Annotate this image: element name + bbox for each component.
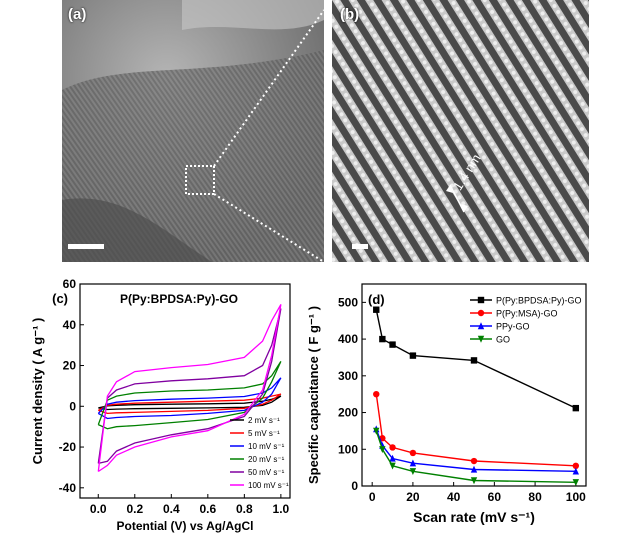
scale-bar-b: [352, 244, 368, 249]
cv-series-line: [98, 395, 282, 411]
y-tick-label: 500: [338, 295, 358, 309]
legend-label: GO: [496, 335, 510, 345]
x-tick-label: 0.4: [163, 502, 180, 516]
data-point: [572, 462, 580, 469]
data-point: [477, 296, 485, 304]
x-tick-label: 20: [406, 490, 420, 504]
scale-bar-a: [68, 244, 104, 249]
data-point: [572, 467, 580, 475]
legend-label: 100 mV s⁻¹: [248, 481, 289, 490]
zoom-connector-bottom: [213, 193, 324, 262]
tem-image-a-graphic: [62, 0, 324, 262]
data-point: [572, 479, 580, 487]
data-point: [409, 352, 417, 359]
panel-label-d: (d): [368, 292, 385, 307]
data-point: [373, 306, 380, 313]
tem-image-low-mag: (a): [62, 0, 324, 262]
x-tick-label: 0.0: [90, 502, 107, 516]
plot-frame: [79, 283, 291, 499]
data-point: [389, 454, 396, 462]
legend-label: P(Py:MSA)-GO: [496, 309, 558, 319]
y-tick-label: 300: [338, 369, 358, 383]
data-point: [389, 341, 396, 348]
x-tick-label: 0.6: [199, 502, 216, 516]
y-tick-label: 200: [338, 406, 358, 420]
x-tick-label: 1.0: [273, 502, 290, 516]
data-point: [389, 462, 396, 470]
data-point: [373, 390, 380, 398]
tem-image-high-mag: (b) 1.4 nm: [332, 0, 589, 262]
zoom-connector-top: [213, 9, 324, 167]
x-tick-label: 80: [528, 490, 542, 504]
x-tick-label: 0.8: [236, 502, 253, 516]
data-point: [470, 457, 478, 465]
x-tick-label: 0: [369, 490, 376, 504]
panel-label-b: (b): [340, 6, 360, 23]
legend-label: 10 mV s⁻¹: [248, 442, 285, 451]
legend-label: 2 mV s⁻¹: [248, 416, 280, 425]
legend-label: 20 mV s⁻¹: [248, 455, 285, 464]
chart-title: P(Py:BPDSA:Py)-GO: [120, 292, 238, 306]
cv-series-line: [97, 308, 282, 465]
data-point: [409, 459, 417, 467]
plot-frame: [361, 283, 587, 487]
y-tick-label: 60: [63, 277, 77, 291]
spacing-arrow: [449, 184, 465, 213]
data-point: [409, 468, 417, 476]
data-point: [477, 322, 485, 330]
cv-series-line: [97, 361, 282, 430]
series-line: [375, 394, 576, 467]
data-point: [409, 449, 417, 457]
x-tick-label: 0.2: [126, 502, 143, 516]
y-tick-label: -40: [59, 481, 77, 495]
legend-label: P(Py:BPDSA:Py)-GO: [496, 296, 582, 306]
data-point: [572, 404, 580, 412]
y-tick-label: 0: [69, 399, 76, 413]
data-point: [379, 335, 386, 343]
spacing-arrowhead-bottom: [461, 204, 468, 212]
cv-chart: 0.0 0.2 0.4 0.6 0.8 1.0 -40 -20 0 20 40 60 Potential…: [30, 277, 291, 533]
capacitance-chart: 0 20 40 60 80 100 0 100 200 300 400 500 Scan rate (m…: [306, 283, 587, 525]
tem-image-b-graphic: [332, 0, 589, 262]
legend-label: PPy-GO: [496, 322, 530, 332]
data-point: [379, 446, 386, 453]
x-tick-label: 100: [566, 490, 586, 504]
x-axis-title: Scan rate (mV s⁻¹): [413, 509, 535, 525]
x-tick-label: 40: [447, 490, 461, 504]
panel-label-a: (a): [68, 6, 87, 23]
y-tick-label: -20: [59, 440, 77, 454]
y-axis-title: Specific capacitance ( F g⁻¹ ): [306, 306, 321, 484]
legend-label: 50 mV s⁻¹: [248, 468, 285, 477]
data-point: [389, 444, 396, 451]
data-point: [373, 427, 380, 435]
series-line: [375, 428, 576, 472]
y-axis-title: Current density ( A g⁻¹ ): [30, 318, 45, 465]
x-axis-title: Potential (V) vs Ag/AgCl: [117, 519, 254, 533]
series-line: [375, 430, 576, 483]
data-point: [470, 477, 478, 485]
series-line: [375, 309, 577, 409]
data-point: [477, 309, 485, 317]
cv-series-line: [97, 304, 282, 473]
y-tick-label: 40: [63, 318, 77, 332]
y-tick-label: 100: [338, 442, 358, 456]
spacing-arrowhead-top: [446, 185, 453, 193]
zoom-region-box: [185, 165, 215, 195]
x-tick-label: 60: [488, 490, 502, 504]
data-point: [470, 465, 478, 473]
cv-series-line: [97, 393, 282, 415]
cv-series-line: [97, 377, 282, 420]
panel-label-c: (c): [52, 291, 68, 306]
y-tick-label: 400: [338, 332, 358, 346]
y-tick-label: 20: [63, 359, 77, 373]
y-tick-label: 0: [351, 479, 358, 493]
data-point: [470, 357, 478, 364]
data-point: [477, 335, 485, 343]
legend-label: 5 mV s⁻¹: [248, 429, 280, 438]
